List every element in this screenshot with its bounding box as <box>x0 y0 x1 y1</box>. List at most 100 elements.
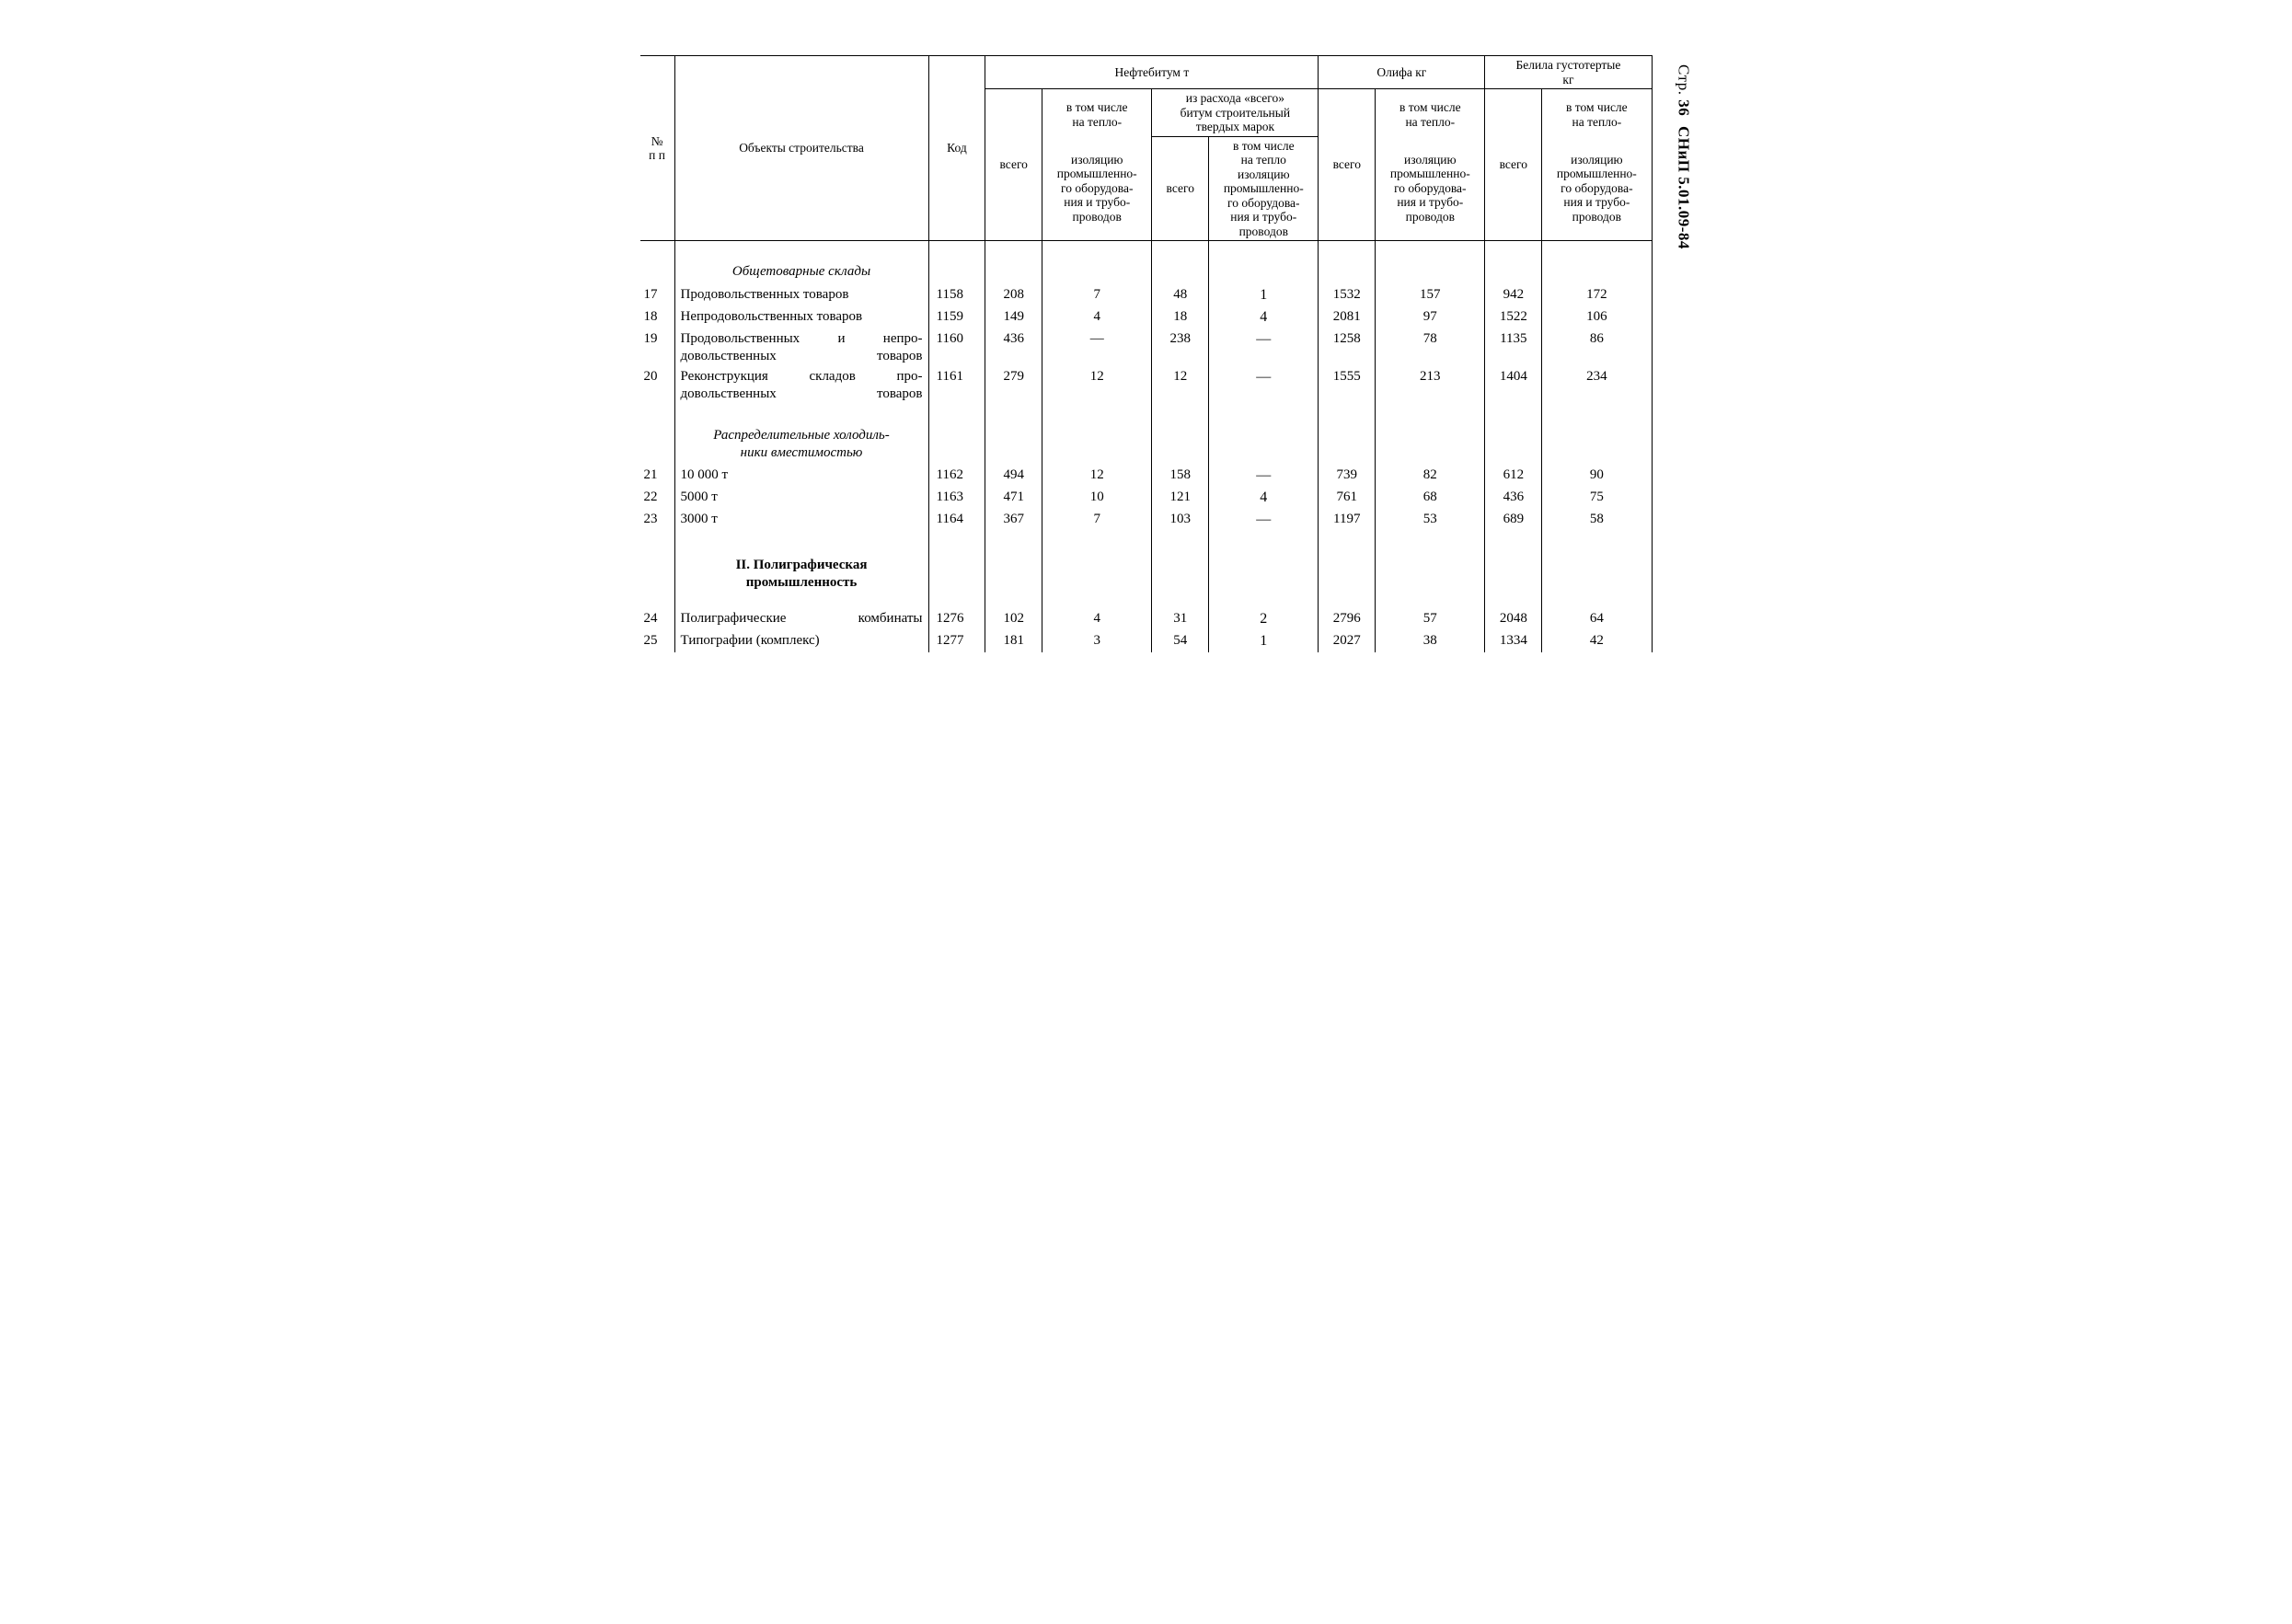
cell-code: 1276 <box>928 608 985 630</box>
section-title: Распределительные холодиль- ники вместим… <box>674 418 928 466</box>
side-label: Стр. 36 СНиП 5.01.09-84 <box>1675 64 1693 249</box>
cell-code: 1161 <box>928 366 985 405</box>
hdr-olifa-vtom-bot-text: изоляцию промышленно- го оборудова- ния … <box>1390 153 1470 224</box>
cell-d: — <box>1209 509 1319 531</box>
table-row: 225000 т11634711012147616843675 <box>640 487 1653 509</box>
hdr-rashod: из расхода «всего» битум строительный тв… <box>1152 89 1319 137</box>
cell-b: — <box>1042 328 1152 367</box>
hdr-belila-vtom-top-text: в том числе на тепло- <box>1566 100 1628 129</box>
hdr-belila-vsego-text: всего <box>1500 157 1527 171</box>
cell-obj: Реконструкция складов про- довольственны… <box>674 366 928 405</box>
cell-num: 23 <box>640 509 675 531</box>
hdr-neft-vtom-top-text: в том числе на тепло- <box>1066 100 1128 129</box>
hdr-belila-text: Белила густотертые кг <box>1516 58 1621 86</box>
hdr-olifa: Олифа кг <box>1319 56 1485 89</box>
data-table: № п п Объекты строительства Код Нефтебит… <box>640 55 1653 652</box>
cell-b: 3 <box>1042 630 1152 652</box>
cell-d: 4 <box>1209 306 1319 328</box>
hdr-rashod-vsego-text: всего <box>1167 181 1194 195</box>
hdr-code-text: Код <box>947 141 967 155</box>
cell-g: 612 <box>1485 465 1542 487</box>
cell-e: 2081 <box>1319 306 1376 328</box>
cell-num: 25 <box>640 630 675 652</box>
section-row: II. Полиграфическая промышленность <box>640 544 1653 595</box>
cell-f: 57 <box>1376 608 1485 630</box>
doc-code: СНиП 5.01.09-84 <box>1676 126 1693 249</box>
cell-e: 1197 <box>1319 509 1376 531</box>
table-row: 20Реконструкция складов про- довольствен… <box>640 366 1653 405</box>
cell-g: 436 <box>1485 487 1542 509</box>
cell-f: 82 <box>1376 465 1485 487</box>
cell-h: 172 <box>1542 284 1652 306</box>
hdr-olifa-vtom-bot: изоляцию промышленно- го оборудова- ния … <box>1376 136 1485 241</box>
cell-h: 90 <box>1542 465 1652 487</box>
hdr-neft-vtom-bot-text: изоляцию промышленно- го оборудова- ния … <box>1057 153 1137 224</box>
cell-h: 86 <box>1542 328 1652 367</box>
cell-a: 208 <box>985 284 1042 306</box>
hdr-neft-vtom-top: в том числе на тепло- <box>1042 89 1152 137</box>
cell-obj: Непродовольственных товаров <box>674 306 928 328</box>
cell-h: 106 <box>1542 306 1652 328</box>
cell-d: 2 <box>1209 608 1319 630</box>
cell-g: 689 <box>1485 509 1542 531</box>
hdr-belila: Белила густотертые кг <box>1485 56 1652 89</box>
cell-c: 238 <box>1152 328 1209 367</box>
table-row: 233000 т11643677103—11975368958 <box>640 509 1653 531</box>
hdr-code: Код <box>928 56 985 241</box>
cell-c: 103 <box>1152 509 1209 531</box>
hdr-belila-vtom-top: в том числе на тепло- <box>1542 89 1652 137</box>
hdr-belila-vtom-bot: изоляцию промышленно- го оборудова- ния … <box>1542 136 1652 241</box>
cell-obj: Продовольственных товаров <box>674 284 928 306</box>
cell-e: 1532 <box>1319 284 1376 306</box>
cell-code: 1277 <box>928 630 985 652</box>
hdr-belila-vsego: всего <box>1485 89 1542 241</box>
hdr-rashod-vtom-text: в том числе на тепло изоляцию промышленн… <box>1224 139 1304 238</box>
cell-c: 18 <box>1152 306 1209 328</box>
cell-g: 1522 <box>1485 306 1542 328</box>
cell-num: 24 <box>640 608 675 630</box>
cell-num: 18 <box>640 306 675 328</box>
cell-obj: Типографии (комплекс) <box>674 630 928 652</box>
hdr-rashod-text: из расхода «всего» битум строительный тв… <box>1181 91 1290 133</box>
hdr-belila-vtom-bot-text: изоляцию промышленно- го оборудова- ния … <box>1557 153 1637 224</box>
hdr-neft: Нефтебитум т <box>985 56 1319 89</box>
table-row: 2110 000 т116249412158—7398261290 <box>640 465 1653 487</box>
cell-code: 1160 <box>928 328 985 367</box>
table-row: 18Непродовольственных товаров11591494184… <box>640 306 1653 328</box>
table-row: 25Типографии (комплекс)12771813541202738… <box>640 630 1653 652</box>
cell-c: 54 <box>1152 630 1209 652</box>
cell-d: — <box>1209 366 1319 405</box>
cell-b: 10 <box>1042 487 1152 509</box>
cell-e: 761 <box>1319 487 1376 509</box>
cell-f: 53 <box>1376 509 1485 531</box>
cell-c: 31 <box>1152 608 1209 630</box>
cell-b: 7 <box>1042 284 1152 306</box>
hdr-olifa-vtom-top: в том числе на тепло- <box>1376 89 1485 137</box>
page-label: Стр. <box>1676 64 1693 96</box>
cell-a: 471 <box>985 487 1042 509</box>
cell-g: 1334 <box>1485 630 1542 652</box>
cell-obj: 10 000 т <box>674 465 928 487</box>
cell-code: 1163 <box>928 487 985 509</box>
cell-num: 20 <box>640 366 675 405</box>
cell-d: 1 <box>1209 284 1319 306</box>
hdr-num: № п п <box>640 56 675 241</box>
table-header: № п п Объекты строительства Код Нефтебит… <box>640 56 1653 241</box>
cell-e: 2027 <box>1319 630 1376 652</box>
cell-obj: 5000 т <box>674 487 928 509</box>
cell-code: 1158 <box>928 284 985 306</box>
cell-a: 494 <box>985 465 1042 487</box>
cell-num: 19 <box>640 328 675 367</box>
hdr-neft-vtom-bot: изоляцию промышленно- го оборудова- ния … <box>1042 136 1152 241</box>
cell-c: 48 <box>1152 284 1209 306</box>
hdr-neft-text: Нефтебитум т <box>1114 65 1189 79</box>
section-row: Распределительные холодиль- ники вместим… <box>640 418 1653 466</box>
cell-e: 2796 <box>1319 608 1376 630</box>
cell-h: 58 <box>1542 509 1652 531</box>
cell-b: 12 <box>1042 465 1152 487</box>
cell-d: 1 <box>1209 630 1319 652</box>
cell-b: 4 <box>1042 608 1152 630</box>
table-row: 17Продовольственных товаров1158208748115… <box>640 284 1653 306</box>
cell-e: 739 <box>1319 465 1376 487</box>
hdr-neft-vsego: всего <box>985 89 1042 241</box>
